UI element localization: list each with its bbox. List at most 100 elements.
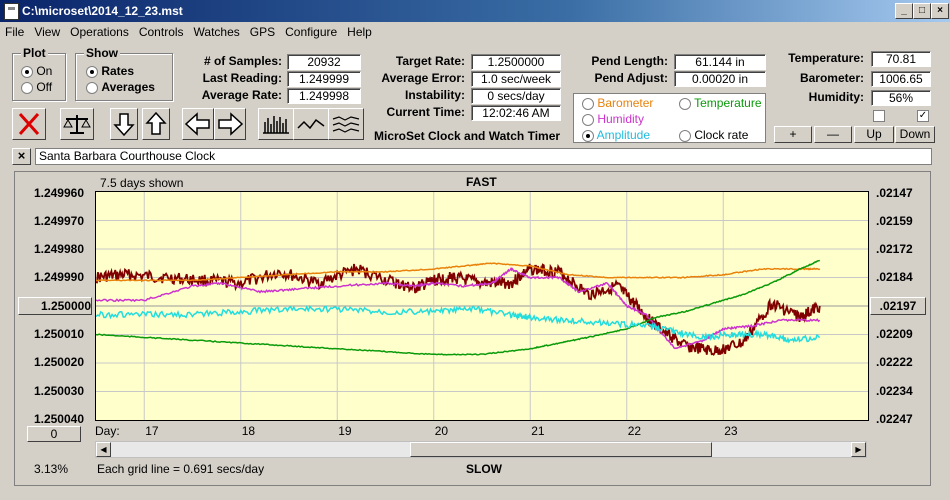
fast-label: FAST (466, 175, 497, 189)
menu-file[interactable]: File (5, 25, 25, 39)
instability-label: Instability: (404, 88, 465, 102)
arrow-right-button[interactable] (214, 108, 246, 140)
clear-clock-button[interactable]: × (12, 148, 31, 165)
menu-help[interactable]: Help (347, 25, 372, 39)
y-tick-label: 1.249960 (33, 186, 84, 200)
scroll-right-button[interactable]: ▶ (851, 442, 866, 457)
show-averages-radio[interactable]: Averages (86, 80, 155, 94)
temperature-label: Temperature: (788, 51, 864, 65)
radio-selected-icon (86, 65, 98, 78)
multiwave-button[interactable] (328, 108, 364, 140)
wave-button[interactable] (293, 108, 329, 140)
y2-tick-label: .02147 (876, 186, 913, 200)
pend-adjust-field: 0.00020 in (674, 71, 766, 87)
arrow-up-button[interactable] (142, 108, 170, 140)
barometer-label: Barometer: (799, 71, 864, 85)
y2-tick-label: .02159 (876, 214, 913, 228)
sensor-temperature-label: Temperature (694, 96, 762, 110)
y-tick-label: 1.250040 (33, 412, 84, 426)
balance-button[interactable] (60, 108, 94, 140)
bars-button[interactable] (258, 108, 294, 140)
pend-adjust-label: Pend Adjust: (594, 71, 668, 85)
menu-view[interactable]: View (34, 25, 61, 39)
average-rate-label: Average Rate: (201, 88, 282, 102)
sensor-amplitude-label: Amplitude (596, 128, 651, 142)
show-rates-radio[interactable]: Rates (86, 64, 134, 78)
radio-icon (86, 81, 98, 94)
multiwave-icon (332, 116, 360, 133)
x-tick-label: 20 (434, 424, 449, 438)
radio-icon (582, 113, 594, 126)
sensor-barometer-radio[interactable]: Barometer (582, 96, 653, 110)
clock-name-field[interactable]: Santa Barbara Courthouse Clock (35, 148, 932, 165)
app-caption: MicroSet Clock and Watch Timer (374, 129, 561, 143)
arrow-left-button[interactable] (182, 108, 214, 140)
x-tick-label: 22 (627, 424, 642, 438)
target-rate-field[interactable]: 1.2500000 (471, 54, 561, 70)
sensor-amplitude-radio[interactable]: Amplitude (582, 128, 650, 142)
radio-selected-icon (582, 129, 594, 142)
checkbox-right[interactable]: ✓ (917, 110, 929, 122)
arrow-down-button[interactable] (110, 108, 138, 140)
y2-tick-label: .02184 (876, 270, 913, 284)
barometer-field: 1006.65 (871, 71, 931, 87)
radio-icon (679, 97, 691, 110)
y2-tick-label: .02209 (876, 327, 913, 341)
x-tick-label: 19 (338, 424, 352, 438)
menu-operations[interactable]: Operations (70, 25, 129, 39)
plot-off-radio[interactable]: Off (21, 80, 52, 94)
scroll-thumb[interactable] (410, 442, 712, 457)
y-tick-label: 1.250030 (33, 384, 84, 398)
app-icon (4, 3, 19, 20)
arrow-down-icon (113, 113, 135, 137)
window-title: C:\microset\2014_12_23.mst (22, 4, 183, 18)
close-button[interactable]: × (931, 3, 949, 19)
horizontal-scrollbar[interactable]: ◀ ▶ (95, 441, 867, 458)
menu-gps[interactable]: GPS (249, 25, 276, 39)
x-tick-label: 17 (145, 424, 159, 438)
series-barometer (96, 262, 821, 282)
scale-plus-button[interactable]: + (774, 126, 812, 143)
zero-button[interactable]: 0 (27, 426, 81, 442)
last-reading-field: 1.249999 (287, 71, 361, 87)
menu-configure[interactable]: Configure (285, 25, 338, 39)
menu-watches[interactable]: Watches (193, 25, 240, 39)
scroll-left-button[interactable]: ◀ (96, 442, 111, 457)
title-bar: C:\microset\2014_12_23.mst _ □ × (0, 0, 950, 22)
delete-button[interactable] (12, 108, 46, 140)
sensor-humidity-radio[interactable]: Humidity (582, 112, 644, 126)
center-value-button[interactable]: 1.250000 (18, 297, 92, 315)
scale-down-button[interactable]: Down (895, 126, 935, 143)
y2-tick-label: .02247 (876, 412, 913, 426)
scale-minus-button[interactable]: — (814, 126, 852, 143)
plot-on-radio[interactable]: On (21, 64, 52, 78)
y2-tick-label: .02172 (876, 242, 913, 256)
sensor-clockrate-radio[interactable]: Clock rate (679, 128, 748, 142)
days-shown-label: 7.5 days shown (100, 176, 184, 190)
sensor-temperature-radio[interactable]: Temperature (679, 96, 762, 110)
menu-controls[interactable]: Controls (138, 25, 184, 39)
right-value-label: .02197 (879, 299, 917, 313)
plot-group: Plot On Off (12, 46, 66, 101)
y-tick-label: 1.249970 (33, 214, 84, 228)
last-reading-label: Last Reading: (202, 71, 282, 85)
center-value-label: 1.250000 (40, 299, 91, 313)
series-amplitude (96, 304, 821, 344)
y-tick-label: 1.249980 (33, 242, 84, 256)
y-tick-label: 1.250020 (33, 355, 84, 369)
checkbox-left[interactable] (873, 110, 885, 122)
delete-icon (18, 112, 40, 136)
scale-up-button[interactable]: Up (854, 126, 894, 143)
wave-icon (297, 118, 325, 130)
y2-tick-label: .02234 (876, 384, 913, 398)
day-prefix-label: Day: (95, 424, 120, 438)
minimize-button[interactable]: _ (895, 3, 913, 19)
samples-label: # of Samples: (203, 54, 282, 68)
maximize-button[interactable]: □ (913, 3, 931, 19)
target-rate-label: Target Rate: (395, 54, 465, 68)
right-value-button[interactable]: .02197 (870, 297, 926, 315)
humidity-field: 56% (871, 90, 931, 106)
radio-selected-icon (21, 65, 33, 78)
pend-length-field[interactable]: 61.144 in (674, 54, 766, 70)
plot-group-title: Plot (21, 46, 48, 60)
